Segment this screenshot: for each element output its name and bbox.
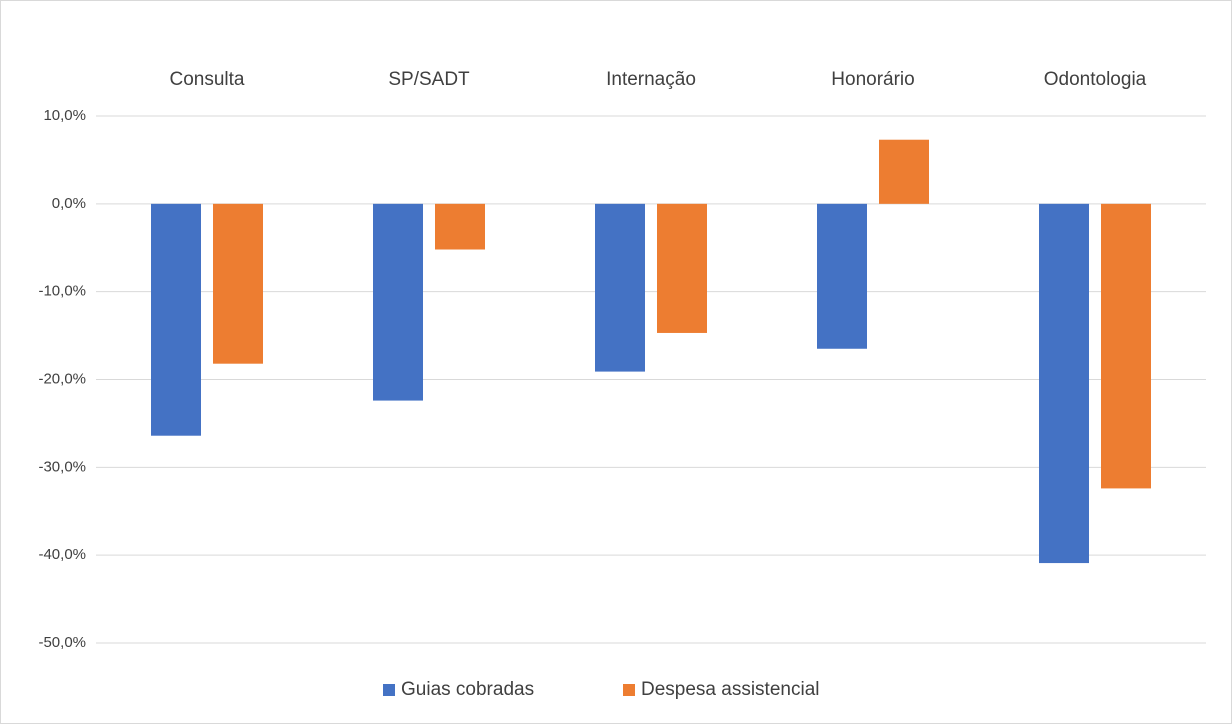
bar (817, 203, 867, 349)
y-tick-label: -20,0% (38, 370, 86, 387)
y-tick-label: 0,0% (52, 195, 86, 212)
legend-swatch (383, 684, 395, 696)
y-tick-label: -30,0% (38, 458, 86, 475)
x-tick-label: Internação (606, 69, 696, 90)
bar (879, 139, 929, 204)
y-tick-label: -10,0% (38, 283, 86, 300)
x-tick-label: Honorário (831, 69, 914, 90)
bar (373, 203, 423, 401)
bar (657, 203, 707, 333)
bar (435, 203, 485, 250)
legend-label: Despesa assistencial (641, 679, 819, 700)
y-tick-label: -40,0% (38, 546, 86, 563)
bar (213, 203, 263, 364)
legend-label: Guias cobradas (401, 679, 534, 700)
y-tick-label: 10,0% (43, 107, 86, 124)
bar (595, 203, 645, 372)
x-tick-label: Consulta (170, 69, 245, 90)
legend-swatch (623, 684, 635, 696)
x-tick-label: SP/SADT (388, 69, 470, 90)
bar (1101, 203, 1151, 489)
y-tick-label: -50,0% (38, 634, 86, 651)
bar (1039, 203, 1089, 564)
x-tick-label: Odontologia (1044, 69, 1147, 90)
bar (151, 203, 201, 436)
